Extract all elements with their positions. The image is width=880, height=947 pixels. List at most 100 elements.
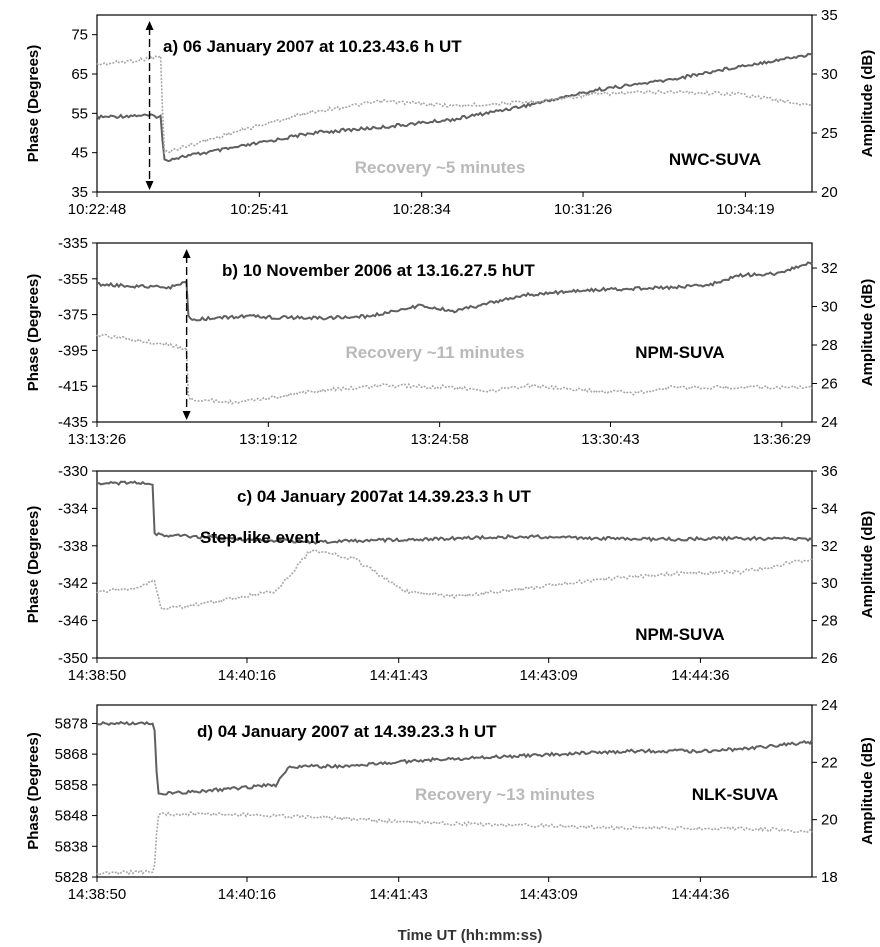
y-tick-label: -335 — [58, 235, 88, 252]
panel-title: d) 04 January 2007 at 14.39.23.3 h UT — [197, 722, 497, 741]
y-tick-label: -346 — [58, 613, 88, 630]
y-tick-label: -350 — [58, 650, 88, 667]
arrow-up-icon — [145, 21, 154, 30]
amplitude-series-line — [96, 549, 813, 611]
y-tick-label: -342 — [58, 575, 88, 592]
panel-c: -350 -346 -342 -338 -334 -330 26 28 30 32 34 36 14:3… — [25, 463, 876, 684]
phase-series-line — [97, 261, 813, 322]
y-axis-title: Phase (Degrees) — [25, 506, 42, 624]
y-tick-label: 55 — [71, 105, 88, 122]
panel-annotation: Recovery ~11 minutes — [345, 343, 524, 362]
panel-title: c) 04 January 2007at 14.39.23.3 h UT — [237, 487, 532, 506]
x-tick-label: 14:40:16 — [218, 886, 276, 903]
x-tick-label: 14:43:09 — [519, 886, 577, 903]
panel-b: -435 -415 -395 -375 -355 -335 24 26 28 30 32 13:13:… — [25, 235, 876, 448]
x-tick-label: 13:13:26 — [68, 431, 126, 448]
y-tick-label: 45 — [71, 145, 88, 162]
x-tick-label: 10:22:48 — [68, 201, 126, 218]
amplitude-series-line — [96, 811, 813, 877]
y2-tick-label: 24 — [821, 697, 838, 714]
x-tick-label: 10:31:26 — [554, 201, 612, 218]
y-tick-label: -330 — [58, 463, 88, 480]
x-tick-label: 14:44:36 — [671, 667, 729, 684]
x-tick-label: 13:36:29 — [753, 431, 811, 448]
y2-tick-label: 32 — [821, 260, 838, 277]
y2-tick-label: 28 — [821, 337, 838, 354]
x-tick-label: 14:41:43 — [369, 667, 427, 684]
arrow-down-icon — [145, 181, 154, 190]
x-tick-label: 13:30:43 — [581, 431, 639, 448]
y-tick-label: -395 — [58, 342, 88, 359]
y2-tick-label: 20 — [821, 812, 838, 829]
x-tick-label: 14:38:50 — [68, 667, 126, 684]
y2-tick-label: 22 — [821, 754, 838, 771]
phase-series-line — [96, 52, 813, 163]
x-tick-label: 14:38:50 — [68, 886, 126, 903]
arrow-up-icon — [182, 249, 191, 258]
plot-frame — [96, 242, 813, 423]
y2-tick-label: 30 — [821, 575, 838, 592]
y2-tick-label: 26 — [821, 650, 838, 667]
station-label: NWC-SUVA — [669, 150, 761, 169]
x-tick-label: 10:34:19 — [716, 201, 774, 218]
y-tick-label: -415 — [58, 378, 88, 395]
station-label: NPM-SUVA — [635, 625, 724, 644]
x-tick-label: 13:19:12 — [239, 431, 297, 448]
y-tick-label: -334 — [58, 500, 88, 517]
y-tick-label: 5828 — [55, 869, 88, 886]
x-tick-label: 13:24:58 — [410, 431, 468, 448]
y-tick-label: 5868 — [55, 746, 88, 763]
y2-tick-label: 35 — [821, 7, 838, 24]
y-tick-label: 5858 — [55, 777, 88, 794]
y2-tick-label: 18 — [821, 869, 838, 886]
y2-tick-label: 24 — [821, 414, 838, 431]
x-tick-label: 14:44:36 — [671, 886, 729, 903]
phase-series-line — [96, 720, 813, 796]
y-axis-title: Phase (Degrees) — [25, 45, 42, 163]
y-tick-label: 65 — [71, 66, 88, 83]
y-axis-title: Phase (Degrees) — [25, 274, 42, 392]
y2-tick-label: 25 — [821, 125, 838, 142]
x-tick-label: 14:40:16 — [218, 667, 276, 684]
y-tick-label: -338 — [58, 538, 88, 555]
y-tick-label: 5848 — [55, 808, 88, 825]
arrow-down-icon — [182, 411, 191, 420]
y2-tick-label: 26 — [821, 376, 838, 393]
panel-annotation: Recovery ~5 minutes — [355, 158, 526, 177]
y2-tick-label: 30 — [821, 299, 838, 316]
y2-axis-title: Amplitude (dB) — [859, 511, 876, 618]
plot-frame — [96, 704, 813, 878]
y-tick-label: 5878 — [55, 715, 88, 732]
y-tick-label: 35 — [71, 184, 88, 201]
panel-d: 5828 5838 5848 5858 5868 5878 18 20 22 24 14:38:50… — [25, 697, 876, 903]
y2-tick-label: 28 — [821, 613, 838, 630]
phase-series-line — [96, 480, 813, 545]
amplitude-series-line — [96, 333, 813, 405]
panel-title: a) 06 January 2007 at 10.23.43.6 h UT — [163, 37, 462, 56]
amplitude-series-line — [96, 54, 813, 156]
y-tick-label: -375 — [58, 307, 88, 324]
station-label: NLK-SUVA — [692, 785, 779, 804]
panel-annotation: Recovery ~13 minutes — [415, 785, 595, 804]
y-tick-label: -435 — [58, 414, 88, 431]
x-tick-label: 14:41:43 — [369, 886, 427, 903]
y2-tick-label: 32 — [821, 538, 838, 555]
y-axis-title: Phase (Degrees) — [25, 732, 42, 850]
panel-title: b) 10 November 2006 at 13.16.27.5 hUT — [222, 261, 535, 280]
figure-xlabel: Time UT (hh:mm:ss) — [398, 927, 543, 944]
y2-tick-label: 34 — [821, 500, 838, 517]
y2-axis-title: Amplitude (dB) — [859, 50, 876, 157]
plot-frame — [96, 14, 813, 193]
plot-frame — [96, 470, 813, 659]
y-tick-label: -355 — [58, 271, 88, 288]
panel-annotation: Step-like event — [200, 528, 320, 547]
y2-tick-label: 36 — [821, 463, 838, 480]
y-tick-label: 5838 — [55, 838, 88, 855]
station-label: NPM-SUVA — [635, 343, 724, 362]
y2-axis-title: Amplitude (dB) — [859, 737, 876, 844]
x-tick-label: 14:43:09 — [519, 667, 577, 684]
y2-tick-label: 30 — [821, 66, 838, 83]
y2-axis-title: Amplitude (dB) — [859, 279, 876, 386]
